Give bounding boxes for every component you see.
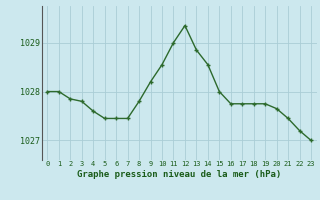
X-axis label: Graphe pression niveau de la mer (hPa): Graphe pression niveau de la mer (hPa) <box>77 170 281 179</box>
